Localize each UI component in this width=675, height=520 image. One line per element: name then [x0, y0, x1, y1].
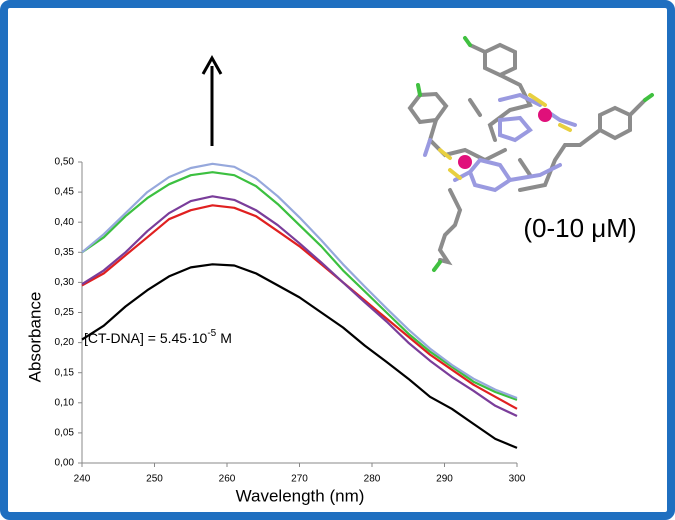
x-tick-label: 300: [509, 474, 526, 485]
y-tick-label: 0,40: [55, 217, 75, 228]
y-tick-label: 0,15: [55, 367, 75, 378]
y-tick-label: 0,45: [55, 187, 75, 198]
x-tick-label: 270: [291, 474, 308, 485]
y-axis-label: Absorbance: [25, 292, 44, 383]
y-tick-label: 0,30: [55, 277, 75, 288]
x-axis-label: Wavelength (nm): [236, 486, 365, 505]
y-tick-label: 0,05: [55, 428, 75, 439]
x-tick-label: 240: [74, 474, 91, 485]
x-tick-label: 280: [364, 474, 381, 485]
x-tick-label: 250: [146, 474, 163, 485]
y-tick-label: 0,35: [55, 247, 75, 258]
annotation-superscript: -5: [207, 328, 216, 339]
frame: [4, 4, 671, 516]
y-tick-label: 0,50: [55, 157, 75, 168]
annotation-text: [CT-DNA] = 5.45·10: [84, 330, 208, 346]
y-tick-label: 0,25: [55, 307, 75, 318]
chart: (0-10 μM) [CT-DNA] = 5.45·10-5 M Waveleng…: [0, 0, 675, 520]
y-tick-label: 0,00: [55, 458, 75, 469]
x-tick-label: 290: [436, 474, 453, 485]
y-tick-label: 0,20: [55, 337, 75, 348]
x-tick-label: 260: [219, 474, 236, 485]
annotation-unit: M: [220, 330, 232, 346]
y-tick-label: 0,10: [55, 397, 75, 408]
page: (0-10 μM) [CT-DNA] = 5.45·10-5 M Waveleng…: [0, 0, 675, 520]
concentration-label: (0-10 μM): [523, 213, 636, 243]
